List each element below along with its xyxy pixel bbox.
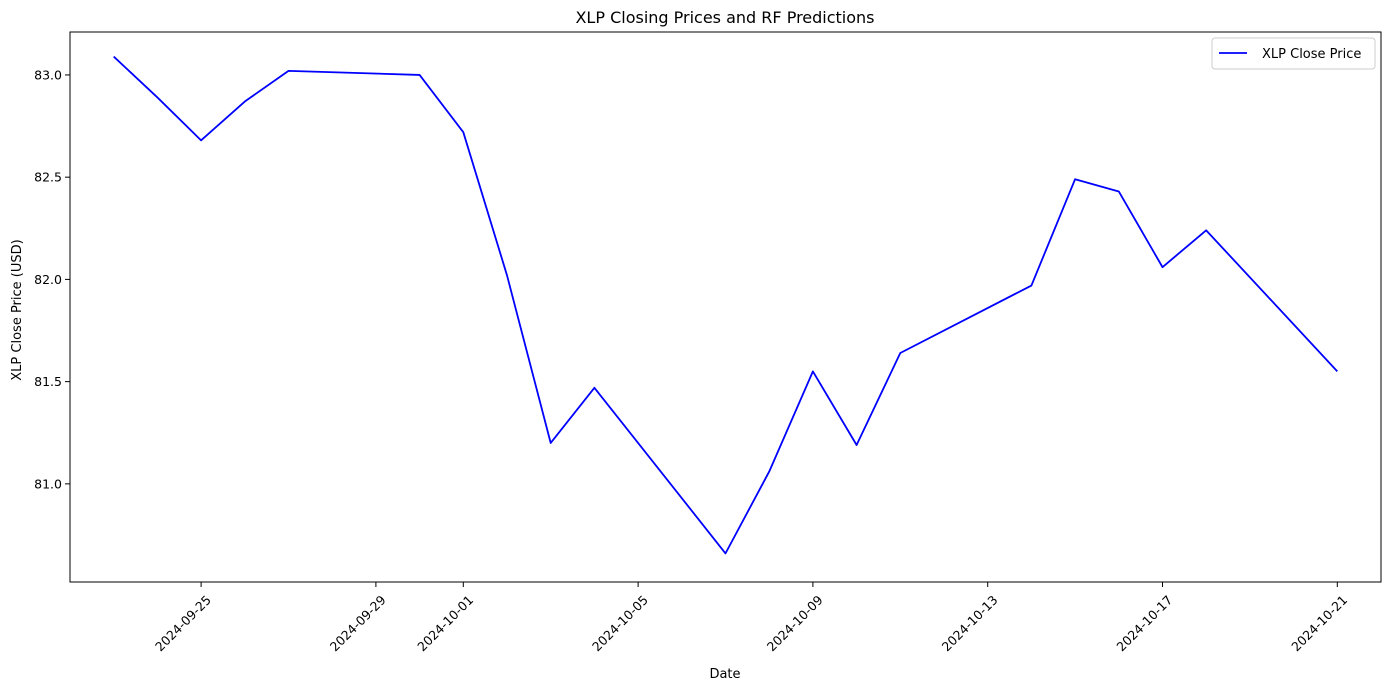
x-tick-label: 2024-10-17: [1113, 592, 1175, 654]
x-axis-label: Date: [709, 667, 740, 682]
axes: 2024-09-25 2024-09-29 2024-10-01 2024-10-05…: [34, 31, 1382, 654]
x-tick-label: 2024-10-01: [414, 592, 476, 654]
legend-box: [1211, 37, 1376, 70]
plot-area: [113, 55, 1338, 555]
chart-title: XLP Closing Prices and RF Predictions: [575, 8, 874, 27]
y-tick-label: 82.0: [34, 272, 62, 287]
y-tick-label: 83.0: [34, 67, 62, 82]
x-tick-label: 2024-10-21: [1288, 592, 1350, 654]
series-line-0: [113, 55, 1338, 555]
x-tick-label: 2024-10-09: [764, 592, 826, 654]
x-tick-label: 2024-10-05: [589, 592, 651, 654]
y-tick-label: 81.0: [34, 476, 62, 491]
y-axis-label: XLP Close Price (USD): [10, 239, 25, 380]
legend: XLP Close Price: [1211, 37, 1376, 70]
x-tick-label: 2024-09-25: [152, 592, 214, 654]
x-tick-label: 2024-09-29: [327, 592, 389, 654]
legend-label: XLP Close Price: [1262, 47, 1361, 62]
y-tick-label: 81.5: [34, 374, 62, 389]
x-tick-label: 2024-10-13: [939, 592, 1001, 654]
y-tick-label: 82.5: [34, 170, 62, 185]
plot-frame: [69, 31, 1382, 583]
